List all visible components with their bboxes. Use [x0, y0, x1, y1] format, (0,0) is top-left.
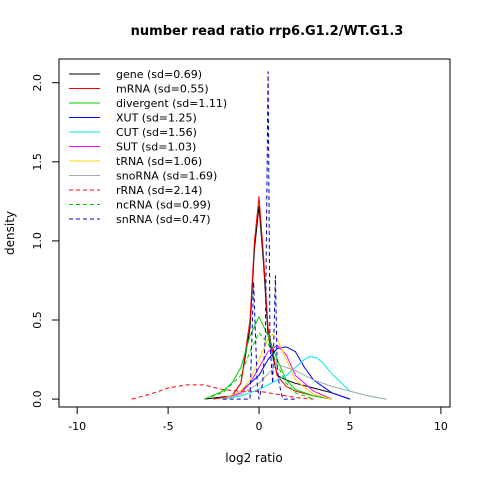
- series-line-xut: [222, 346, 351, 400]
- legend-label: tRNA (sd=1.06): [116, 155, 202, 168]
- legend-label: rRNA (sd=2.14): [116, 184, 202, 197]
- legend-label: CUT (sd=1.56): [116, 126, 197, 139]
- x-tick-label: -5: [163, 420, 174, 433]
- legend-label: divergent (sd=1.11): [116, 97, 227, 110]
- y-axis: 0.0 0.5 1.0 1.5 2.0: [31, 74, 60, 408]
- series-line-snrna: [222, 71, 296, 400]
- y-axis-label: density: [3, 211, 17, 255]
- y-tick-label: 2.0: [31, 74, 44, 92]
- y-tick-label: 1.0: [31, 232, 44, 250]
- x-tick-label: 10: [434, 420, 448, 433]
- legend-label: mRNA (sd=0.55): [116, 83, 209, 96]
- x-axis-label: log2 ratio: [225, 451, 282, 465]
- legend-label: gene (sd=0.69): [116, 68, 202, 81]
- series-line-trna: [222, 333, 332, 400]
- x-axis: -10 -5 0 5 10: [68, 406, 448, 433]
- legend-label: snoRNA (sd=1.69): [116, 170, 217, 183]
- legend-label: snRNA (sd=0.47): [116, 213, 211, 226]
- y-tick-label: 0.0: [31, 390, 44, 408]
- series-line-ncrna: [204, 332, 314, 400]
- series-layer: [131, 71, 387, 400]
- y-tick-label: 1.5: [31, 153, 44, 171]
- y-tick-label: 0.5: [31, 311, 44, 329]
- chart-title: number read ratio rrp6.G1.2/WT.G1.3: [131, 24, 404, 39]
- series-line-divergent: [204, 316, 332, 400]
- legend-label: XUT (sd=1.25): [116, 112, 197, 125]
- x-tick-label: 5: [346, 420, 353, 433]
- series-line-sut: [222, 344, 332, 400]
- legend-label: ncRNA (sd=0.99): [116, 199, 211, 212]
- legend: gene (sd=0.69) mRNA (sd=0.55)divergent (s…: [69, 68, 227, 226]
- series-line-rrna: [131, 384, 314, 400]
- x-tick-label: -10: [68, 420, 86, 433]
- x-tick-label: 0: [256, 420, 263, 433]
- legend-label: SUT (sd=1.03): [116, 141, 196, 154]
- series-line-mrna: [213, 196, 332, 400]
